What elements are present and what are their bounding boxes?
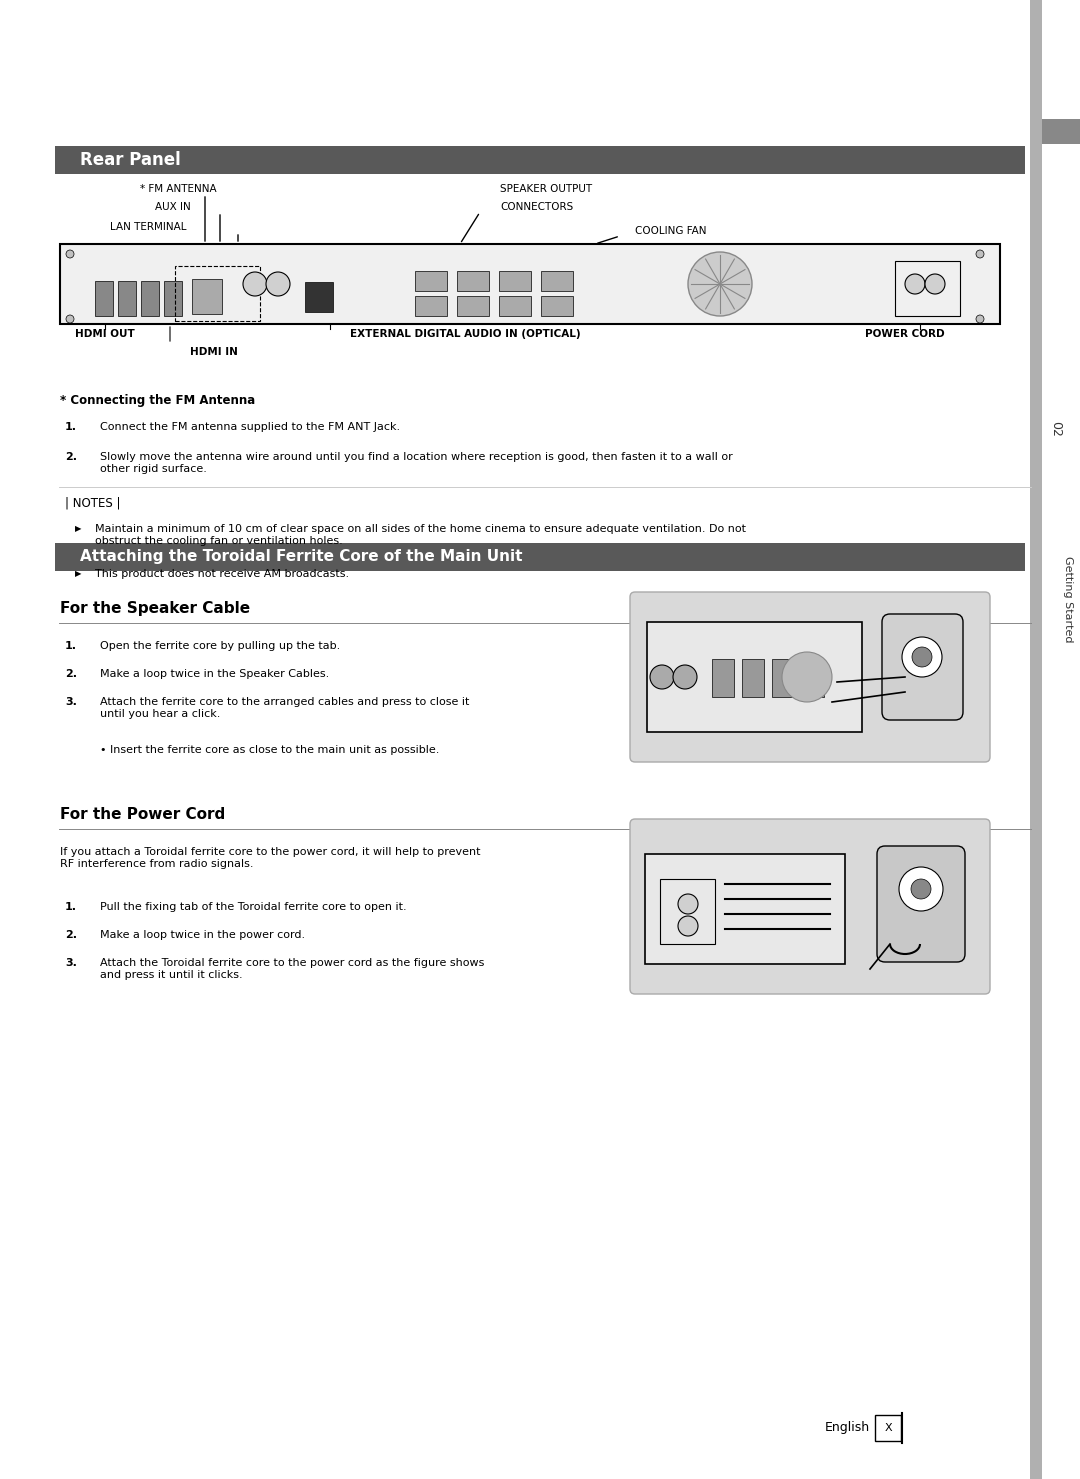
Text: Attach the ferrite core to the arranged cables and press to close it
until you h: Attach the ferrite core to the arranged … bbox=[100, 697, 470, 719]
Text: This product does not receive AM broadcasts.: This product does not receive AM broadca… bbox=[95, 569, 349, 578]
Bar bbox=[141, 281, 159, 317]
Circle shape bbox=[266, 272, 291, 296]
Text: For the Speaker Cable: For the Speaker Cable bbox=[60, 600, 251, 615]
Text: 1.: 1. bbox=[65, 422, 77, 432]
Circle shape bbox=[66, 315, 75, 322]
Circle shape bbox=[673, 666, 697, 689]
Circle shape bbox=[976, 315, 984, 322]
Text: Slowly move the antenna wire around until you find a location where reception is: Slowly move the antenna wire around unti… bbox=[100, 453, 732, 473]
Text: AUX IN: AUX IN bbox=[156, 203, 191, 211]
Text: X: X bbox=[885, 1423, 892, 1433]
Text: Make a loop twice in the Speaker Cables.: Make a loop twice in the Speaker Cables. bbox=[100, 669, 329, 679]
Bar bbox=[499, 271, 531, 291]
Bar bbox=[712, 660, 734, 697]
Circle shape bbox=[678, 916, 698, 936]
Bar bbox=[1042, 118, 1080, 143]
Text: 1.: 1. bbox=[65, 640, 77, 651]
Text: 2.: 2. bbox=[65, 453, 77, 461]
Bar bbox=[541, 296, 573, 317]
Bar bbox=[1030, 0, 1080, 1479]
Text: CONNECTORS: CONNECTORS bbox=[500, 203, 573, 211]
Text: Open the ferrite core by pulling up the tab.: Open the ferrite core by pulling up the … bbox=[100, 640, 340, 651]
Bar bbox=[875, 1415, 901, 1441]
Circle shape bbox=[650, 666, 674, 689]
Circle shape bbox=[243, 272, 267, 296]
Circle shape bbox=[902, 637, 942, 677]
Text: Getting Started: Getting Started bbox=[1063, 556, 1074, 642]
Text: | NOTES |: | NOTES | bbox=[65, 497, 121, 510]
FancyBboxPatch shape bbox=[882, 614, 963, 720]
Text: Attaching the Toroidal Ferrite Core of the Main Unit: Attaching the Toroidal Ferrite Core of t… bbox=[80, 550, 523, 565]
Text: Attach the Toroidal ferrite core to the power cord as the figure shows
and press: Attach the Toroidal ferrite core to the … bbox=[100, 958, 484, 979]
Bar bbox=[645, 853, 845, 964]
Bar bbox=[499, 296, 531, 317]
Circle shape bbox=[782, 652, 832, 703]
Text: EXTERNAL DIGITAL AUDIO IN (OPTICAL): EXTERNAL DIGITAL AUDIO IN (OPTICAL) bbox=[350, 328, 581, 339]
Circle shape bbox=[66, 250, 75, 257]
Text: 3.: 3. bbox=[65, 958, 77, 967]
Bar bbox=[742, 660, 764, 697]
Bar bbox=[1042, 0, 1080, 1479]
Bar bbox=[55, 146, 1025, 175]
Bar bbox=[415, 296, 447, 317]
Bar bbox=[895, 260, 960, 317]
Bar bbox=[60, 244, 1000, 324]
Bar bbox=[164, 281, 183, 317]
Bar bbox=[95, 281, 113, 317]
Text: HDMI IN: HDMI IN bbox=[190, 348, 238, 356]
Bar bbox=[541, 271, 573, 291]
Bar bbox=[647, 623, 862, 732]
Circle shape bbox=[899, 867, 943, 911]
Circle shape bbox=[924, 274, 945, 294]
Bar bbox=[192, 280, 222, 314]
Circle shape bbox=[905, 274, 924, 294]
Circle shape bbox=[976, 250, 984, 257]
Bar bbox=[772, 660, 794, 697]
FancyBboxPatch shape bbox=[877, 846, 966, 961]
Bar bbox=[55, 543, 1025, 571]
Text: LAN TERMINAL: LAN TERMINAL bbox=[110, 222, 187, 232]
Bar bbox=[802, 660, 824, 697]
Circle shape bbox=[912, 879, 931, 899]
Text: ▶: ▶ bbox=[75, 524, 81, 532]
Text: 2.: 2. bbox=[65, 930, 77, 941]
Text: ▶: ▶ bbox=[75, 569, 81, 578]
Text: 1.: 1. bbox=[65, 902, 77, 913]
FancyBboxPatch shape bbox=[630, 819, 990, 994]
Circle shape bbox=[678, 893, 698, 914]
Text: HDMI OUT: HDMI OUT bbox=[76, 328, 135, 339]
Text: For the Power Cord: For the Power Cord bbox=[60, 808, 226, 822]
Text: Pull the fixing tab of the Toroidal ferrite core to open it.: Pull the fixing tab of the Toroidal ferr… bbox=[100, 902, 407, 913]
Bar bbox=[660, 879, 715, 944]
Text: SPEAKER OUTPUT: SPEAKER OUTPUT bbox=[500, 183, 592, 194]
Text: POWER CORD: POWER CORD bbox=[865, 328, 945, 339]
Circle shape bbox=[688, 251, 752, 317]
Circle shape bbox=[912, 646, 932, 667]
Text: 02: 02 bbox=[1050, 422, 1063, 436]
Bar bbox=[305, 282, 333, 312]
FancyBboxPatch shape bbox=[630, 592, 990, 762]
Text: If you attach a Toroidal ferrite core to the power cord, it will help to prevent: If you attach a Toroidal ferrite core to… bbox=[60, 847, 481, 868]
Bar bbox=[415, 271, 447, 291]
Bar bbox=[118, 281, 136, 317]
Text: * Connecting the FM Antenna: * Connecting the FM Antenna bbox=[60, 393, 255, 407]
Text: * FM ANTENNA: * FM ANTENNA bbox=[140, 183, 217, 194]
Text: Maintain a minimum of 10 cm of clear space on all sides of the home cinema to en: Maintain a minimum of 10 cm of clear spa… bbox=[95, 524, 746, 546]
Text: English: English bbox=[825, 1420, 870, 1433]
Text: 3.: 3. bbox=[65, 697, 77, 707]
Text: COOLING FAN: COOLING FAN bbox=[635, 226, 706, 237]
Bar bbox=[457, 271, 489, 291]
Text: 2.: 2. bbox=[65, 669, 77, 679]
Text: Rear Panel: Rear Panel bbox=[80, 151, 180, 169]
Text: Connect the FM antenna supplied to the FM ANT Jack.: Connect the FM antenna supplied to the F… bbox=[100, 422, 400, 432]
Bar bbox=[175, 266, 260, 321]
Text: Make a loop twice in the power cord.: Make a loop twice in the power cord. bbox=[100, 930, 306, 941]
Bar bbox=[457, 296, 489, 317]
Text: • Insert the ferrite core as close to the main unit as possible.: • Insert the ferrite core as close to th… bbox=[100, 745, 440, 754]
